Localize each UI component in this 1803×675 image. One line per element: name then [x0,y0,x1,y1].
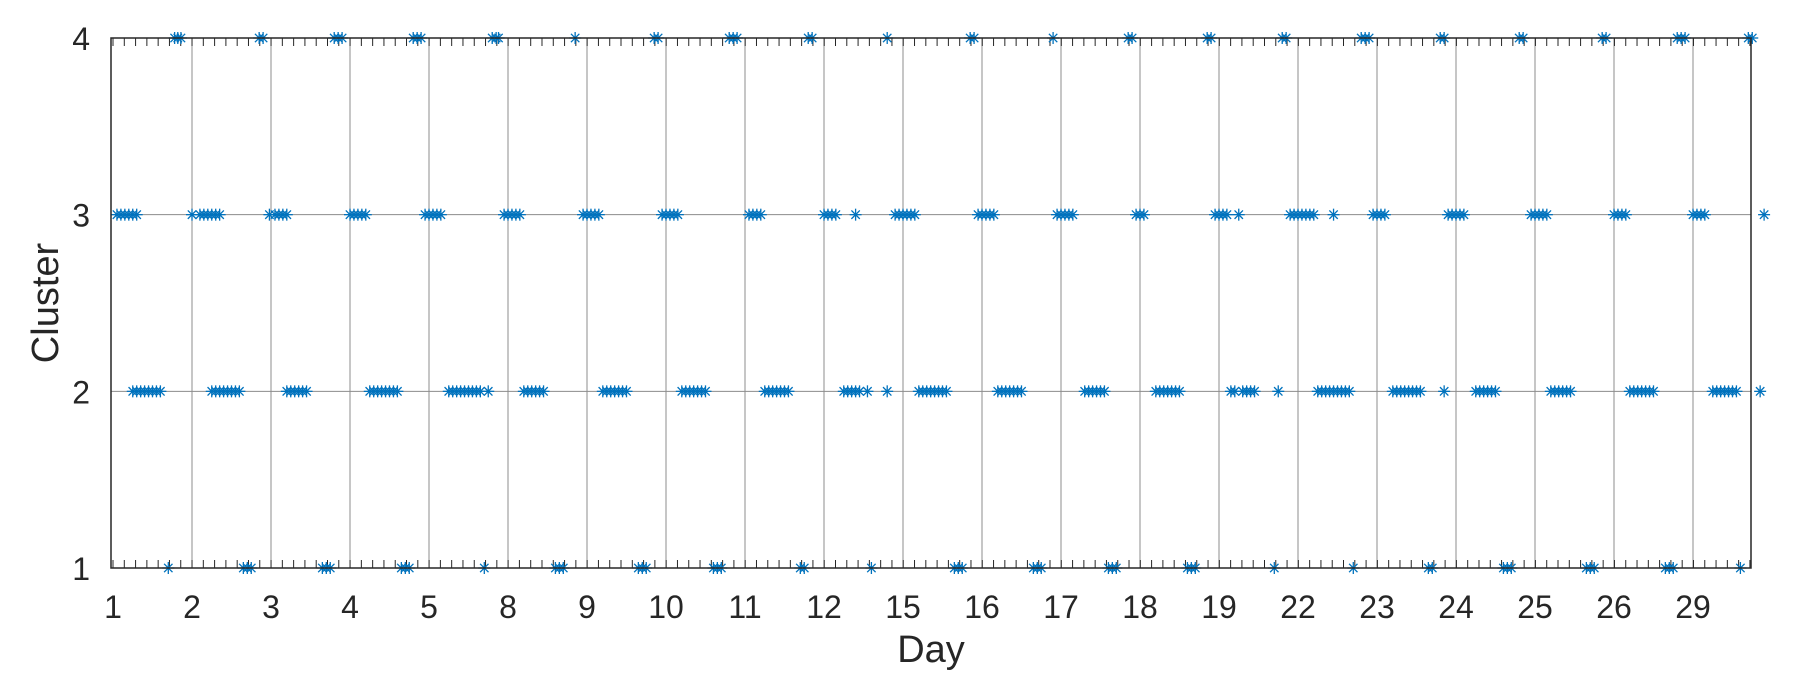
x-tick-label: 4 [341,589,359,625]
x-tick-label: 2 [183,589,201,625]
x-tick-label: 11 [728,589,761,625]
x-tick-label: 23 [1359,589,1395,625]
x-tick-label: 16 [964,589,1000,625]
data-point [130,208,143,221]
y-tick-label: 1 [72,551,90,587]
data-point [861,385,874,398]
data-point [1327,208,1340,221]
x-tick-label: 12 [806,589,842,625]
data-point [1232,208,1245,221]
x-tick-label: 15 [885,589,921,625]
x-tick-label: 26 [1596,589,1632,625]
data-point [987,208,1000,221]
data-point [881,385,894,398]
data-point [1173,385,1186,398]
x-tick-label: 8 [499,589,517,625]
data-point [1730,385,1743,398]
plot-background [111,38,1751,568]
data-point [940,385,953,398]
x-tick-label: 29 [1675,589,1711,625]
data-point [1098,385,1111,398]
x-axis-label: Day [897,629,965,671]
x-tick-label: 17 [1043,589,1079,625]
data-point [391,385,404,398]
data-point [592,208,605,221]
data-points [110,32,1771,574]
data-point [1066,208,1079,221]
y-tick-label: 3 [72,198,90,234]
data-point [671,208,684,221]
plot-frame [110,37,1752,569]
data-point [1343,385,1356,398]
data-point [1698,208,1711,221]
data-point [620,385,633,398]
data-point [1378,208,1391,221]
x-tick-labels: 1 2 3 4 5 8 9 10 11 12 15 16 17 18 19 22 23 24 25 26 29 [104,589,1711,625]
x-tick-label: 3 [262,589,280,625]
x-tick-label: 25 [1517,589,1553,625]
data-point [434,208,447,221]
data-point [1754,385,1767,398]
data-point [1746,32,1759,44]
x-tick-label: 5 [420,589,438,625]
data-point [1540,208,1553,221]
data-point [1647,385,1660,398]
data-point [782,385,795,398]
data-point [300,385,313,398]
data-point [1619,208,1632,221]
data-point [233,385,246,398]
x-tick-label: 9 [578,589,596,625]
data-point [1564,385,1577,398]
y-tick-label: 4 [72,21,90,57]
data-point [1015,385,1028,398]
y-tick-label: 2 [72,374,90,410]
data-point [1489,385,1502,398]
data-point [1438,385,1451,398]
x-tick-label: 22 [1280,589,1316,625]
minor-ticks [112,38,1751,568]
y-axis-label: Cluster [25,242,67,363]
y-tick-labels: 1 2 3 4 [72,21,90,587]
data-point [1457,208,1470,221]
data-point [754,208,767,221]
data-point [829,208,842,221]
x-tick-label: 18 [1122,589,1158,625]
data-point [482,385,495,398]
x-tick-label: 24 [1438,589,1474,625]
x-tick-label: 1 [104,589,122,625]
data-point [280,208,293,221]
x-tick-label: 10 [648,589,684,625]
data-point [1220,208,1233,221]
data-point [699,385,712,398]
data-point [908,208,921,221]
data-point [359,208,372,221]
data-point [154,385,167,398]
data-point [513,208,526,221]
data-point [1272,385,1285,398]
data-point [213,208,226,221]
data-point [1307,208,1320,221]
data-point [1758,208,1771,221]
x-tick-label: 19 [1201,589,1237,625]
data-point [1248,385,1261,398]
data-point [537,385,550,398]
data-point [1414,385,1427,398]
data-point [849,208,862,221]
data-point [1137,208,1150,221]
